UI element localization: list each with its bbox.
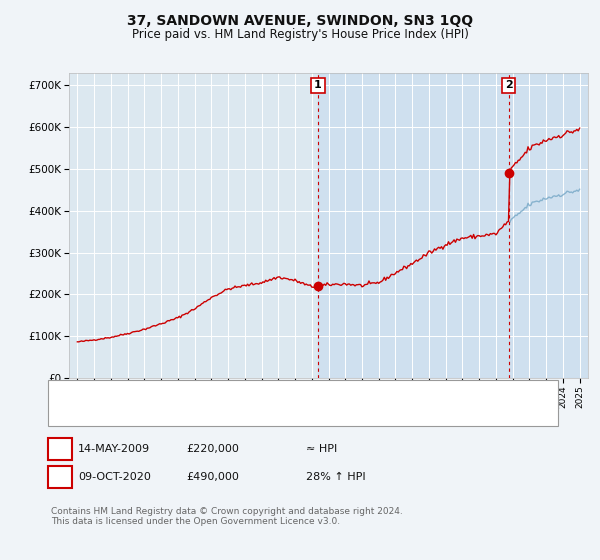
Text: 28% ↑ HPI: 28% ↑ HPI [306,472,365,482]
Text: £220,000: £220,000 [186,444,239,454]
Text: HPI: Average price, detached house, Swindon: HPI: Average price, detached house, Swin… [88,407,325,417]
Text: ≈ HPI: ≈ HPI [306,444,337,454]
Text: 2: 2 [56,472,64,482]
Text: 37, SANDOWN AVENUE, SWINDON, SN3 1QQ: 37, SANDOWN AVENUE, SWINDON, SN3 1QQ [127,14,473,28]
Text: 2: 2 [505,81,512,90]
Text: 14-MAY-2009: 14-MAY-2009 [78,444,150,454]
Text: Contains HM Land Registry data © Crown copyright and database right 2024.
This d: Contains HM Land Registry data © Crown c… [51,507,403,526]
Text: 1: 1 [314,81,322,90]
Text: £490,000: £490,000 [186,472,239,482]
Text: 1: 1 [56,444,64,454]
Text: 09-OCT-2020: 09-OCT-2020 [78,472,151,482]
Text: Price paid vs. HM Land Registry's House Price Index (HPI): Price paid vs. HM Land Registry's House … [131,28,469,41]
Text: 37, SANDOWN AVENUE, SWINDON, SN3 1QQ (detached house): 37, SANDOWN AVENUE, SWINDON, SN3 1QQ (de… [88,389,416,399]
Bar [318,73,588,378]
